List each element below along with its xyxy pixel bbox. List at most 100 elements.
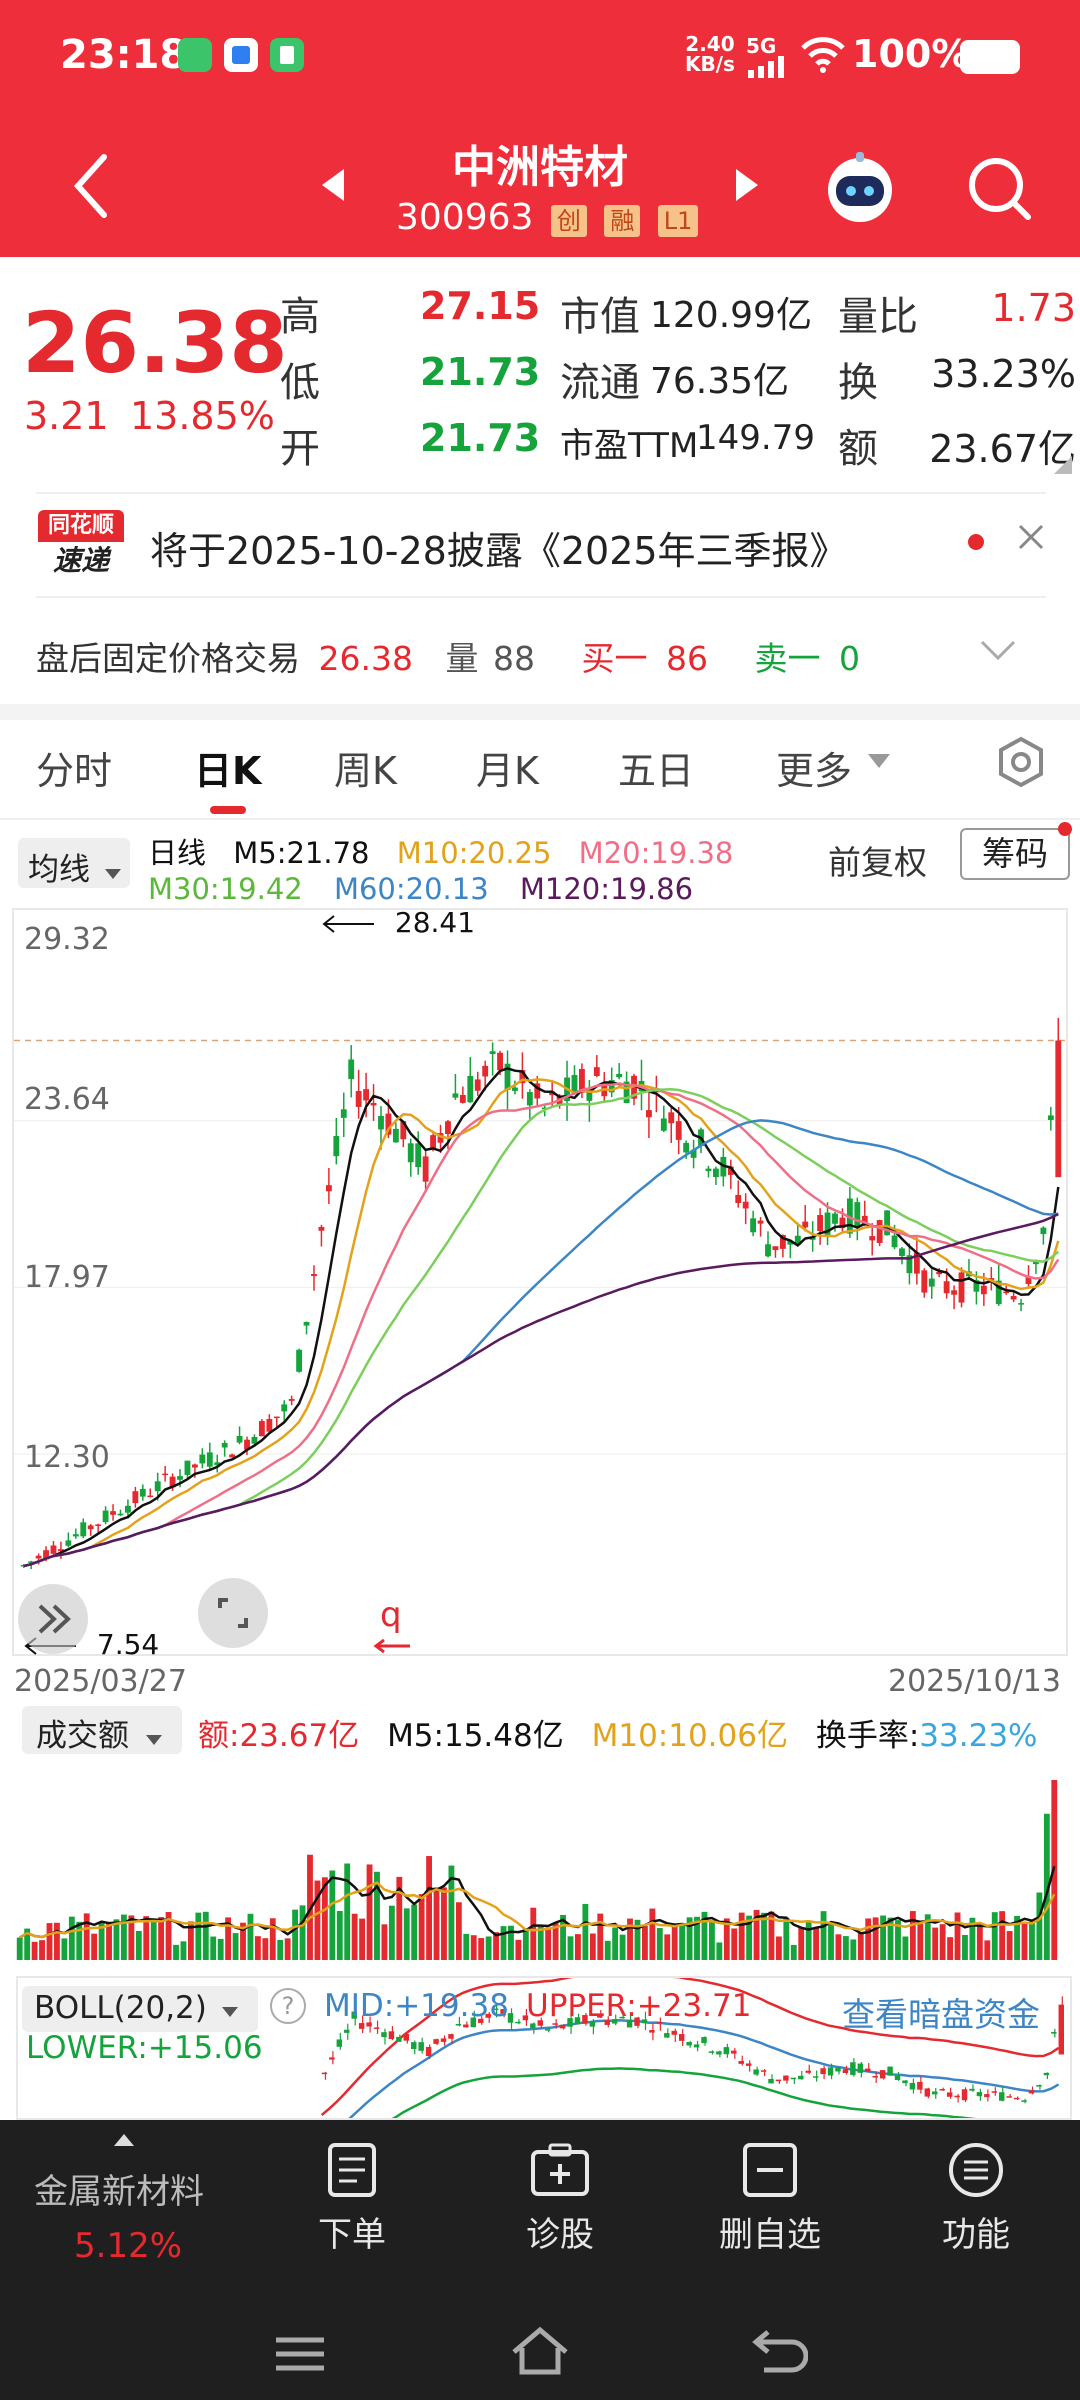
- divider: [0, 818, 1080, 820]
- period-tabs: 分时 日K 周K 月K 五日 更多: [0, 736, 1080, 806]
- more-dropdown-icon: [868, 754, 890, 768]
- tag-l1: L1: [657, 205, 699, 237]
- help-icon[interactable]: ?: [270, 1988, 306, 2024]
- date-end: 2025/10/13: [888, 1664, 1061, 1699]
- prev-stock-icon[interactable]: [318, 165, 346, 209]
- battery-percent: 100%: [852, 32, 970, 76]
- boll-panel[interactable]: [16, 1976, 1072, 2120]
- remove-watchlist-button[interactable]: 删自选: [708, 2142, 832, 2256]
- tab-five-day[interactable]: 五日: [618, 749, 695, 793]
- signal-icon: [748, 56, 790, 82]
- bottom-bar: 金属新材料 5.12% 下单 诊股 删自选 功能: [0, 2120, 1080, 2400]
- news-badge-icon: 同花顺 速递: [38, 510, 124, 580]
- turnover-label: 换: [838, 360, 878, 406]
- sector-change: 5.12%: [74, 2226, 183, 2266]
- tab-monthly-k[interactable]: 月K: [476, 749, 539, 793]
- dark-pool-link[interactable]: 查看暗盘资金: [842, 1995, 1040, 2034]
- adjust-mode[interactable]: 前复权: [828, 843, 927, 882]
- y-tick-1: 29.32: [24, 922, 110, 957]
- ma60-value: M60:20.13: [333, 872, 489, 906]
- order-button[interactable]: 下单: [300, 2142, 404, 2256]
- divider: [36, 492, 1046, 494]
- ma-legend-row1: 日线 M5:21.78 M10:20.25 M20:19.38: [148, 830, 733, 872]
- network-speed: 2.40 KB/s: [685, 32, 735, 76]
- volume-chart[interactable]: [12, 1760, 1068, 1964]
- expand-chart-icon[interactable]: [18, 1584, 88, 1654]
- chevron-down-icon[interactable]: [980, 640, 1016, 666]
- volume-m10: M10:10.06亿: [591, 1718, 788, 1754]
- after-hours-vol-label: 量: [445, 639, 479, 678]
- stock-code-row: 300963 创 融 L1: [396, 197, 716, 238]
- current-price: 26.38: [22, 294, 288, 392]
- float-value: 76.35亿: [650, 361, 790, 402]
- pe-label: 市盈TTM: [560, 426, 699, 466]
- ma-legend-row2: M30:19.42 M60:20.13 M120:19.86: [148, 872, 693, 906]
- ma120-value: M120:19.86: [519, 872, 694, 906]
- boll-dropdown-icon: [221, 2007, 238, 2017]
- chips-button[interactable]: 筹码: [960, 828, 1070, 880]
- robot-assistant-icon[interactable]: [822, 150, 898, 230]
- app-notification-icon: [224, 38, 258, 72]
- diagnose-icon: [531, 2143, 589, 2196]
- date-start: 2025/03/27: [14, 1664, 187, 1699]
- boll-upper: UPPER:+23.71: [526, 1988, 752, 2024]
- volume-legend: 额:23.67亿 M5:15.48亿 M10:10.06亿 换手率:33.23%: [198, 1710, 1038, 1755]
- order-icon: [328, 2143, 376, 2197]
- function-button[interactable]: 功能: [924, 2142, 1028, 2256]
- amount-label: 额: [838, 426, 878, 472]
- buy1-value: 86: [665, 639, 708, 678]
- phone-app-icon: [178, 38, 212, 72]
- home-nav-icon[interactable]: [510, 2326, 570, 2376]
- stock-code: 300963: [396, 197, 534, 238]
- settings-icon[interactable]: [996, 736, 1046, 788]
- open-label: 开: [280, 426, 320, 472]
- back-icon[interactable]: [70, 151, 110, 225]
- diagnose-button[interactable]: 诊股: [508, 2142, 612, 2256]
- tag-rong: 融: [604, 205, 641, 237]
- indicator-selector[interactable]: 均线: [18, 838, 130, 888]
- sell1-label: 卖一: [754, 639, 821, 678]
- tab-daily-k[interactable]: 日K: [194, 749, 262, 793]
- y-tick-2: 23.64: [24, 1082, 110, 1117]
- menu-nav-icon[interactable]: [274, 2334, 326, 2374]
- mktcap-value: 120.99亿: [650, 295, 812, 336]
- ma20-value: M20:19.38: [578, 836, 734, 870]
- fullscreen-icon[interactable]: [198, 1578, 268, 1648]
- pe-value: 149.79: [696, 418, 815, 458]
- volume-selector[interactable]: 成交额: [22, 1706, 182, 1754]
- sector-expand-icon[interactable]: [112, 2132, 136, 2148]
- tab-fenshi[interactable]: 分时: [36, 749, 113, 793]
- kline-chart[interactable]: [14, 910, 1066, 1654]
- mktcap-label: 市值: [560, 294, 640, 340]
- network-type: 5G: [746, 34, 777, 58]
- kline-chart-frame[interactable]: [12, 908, 1068, 1656]
- float-label: 流通: [560, 360, 640, 406]
- menu-circle-icon: [949, 2143, 1003, 2197]
- sector-name[interactable]: 金属新材料: [34, 2172, 204, 2212]
- high-value: 27.15: [420, 284, 541, 328]
- boll-selector[interactable]: BOLL(20,2): [22, 1986, 258, 2032]
- next-stock-icon[interactable]: [734, 165, 762, 209]
- y-tick-4: 12.30: [24, 1440, 110, 1475]
- unread-dot: [968, 534, 984, 550]
- chips-dot: [1058, 822, 1072, 836]
- status-bar: 23:18 2.40 KB/s 5G 100%: [0, 0, 1080, 115]
- ma30-value: M30:19.42: [148, 872, 303, 906]
- after-hours-price: 26.38: [318, 639, 413, 678]
- expand-corner-icon[interactable]: [1054, 456, 1072, 478]
- volume-dropdown-icon: [145, 1735, 162, 1745]
- close-icon[interactable]: [1016, 522, 1046, 556]
- open-value: 21.73: [420, 416, 541, 460]
- high-marker: 28.41: [320, 906, 475, 939]
- notice-text[interactable]: 将于2025-10-28披露《2025年三季报》: [150, 529, 848, 573]
- low-marker: 7.54: [22, 1628, 159, 1661]
- tab-more[interactable]: 更多: [776, 749, 853, 793]
- after-hours-label: 盘后固定价格交易: [36, 639, 300, 678]
- tab-weekly-k[interactable]: 周K: [334, 749, 397, 793]
- back-nav-icon[interactable]: [752, 2328, 808, 2374]
- selector-dropdown-icon: [104, 869, 121, 879]
- search-icon[interactable]: [964, 153, 1034, 227]
- boll-chart[interactable]: [18, 1978, 1070, 2118]
- buy1-label: 买一: [581, 639, 648, 678]
- period-label: 日线: [148, 836, 207, 870]
